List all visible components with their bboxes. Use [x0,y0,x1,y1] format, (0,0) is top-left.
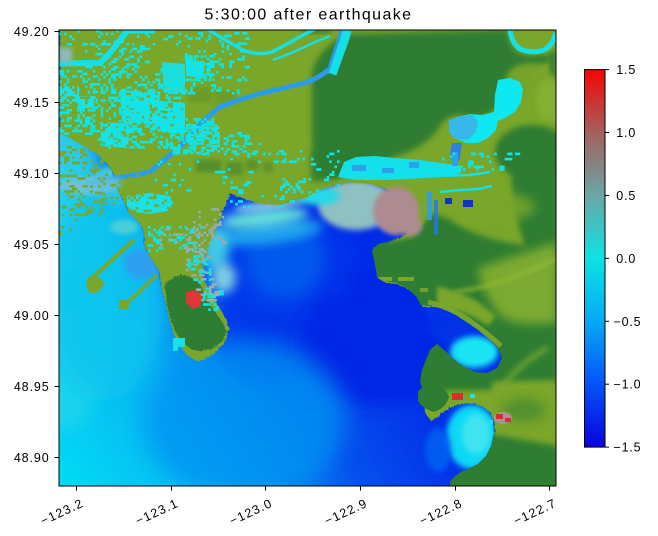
svg-text:0.0: 0.0 [616,252,636,266]
svg-text:0.5: 0.5 [616,189,636,203]
svg-text:48.90: 48.90 [14,451,50,465]
svg-text:49.20: 49.20 [14,25,50,39]
svg-text:−1.0: −1.0 [614,378,642,392]
svg-text:5:30:00 after earthquake: 5:30:00 after earthquake [205,7,413,24]
svg-text:49.00: 49.00 [14,309,50,323]
svg-text:49.05: 49.05 [14,238,50,252]
svg-text:49.15: 49.15 [14,96,50,110]
svg-text:48.95: 48.95 [14,380,50,394]
svg-text:1.5: 1.5 [616,63,636,77]
svg-text:−1.5: −1.5 [614,441,642,455]
svg-text:1.0: 1.0 [616,126,636,140]
svg-text:49.10: 49.10 [14,167,50,181]
svg-text:−0.5: −0.5 [614,315,642,329]
